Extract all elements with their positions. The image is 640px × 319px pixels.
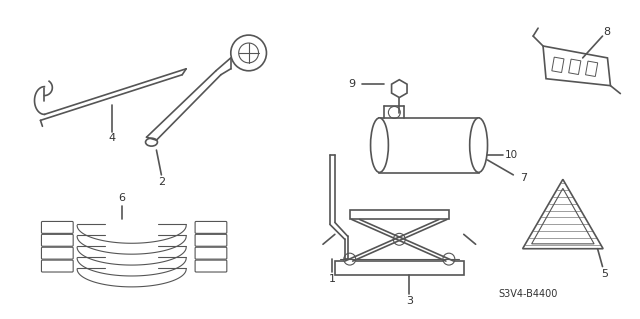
Text: 4: 4: [108, 133, 115, 143]
Text: 1: 1: [328, 274, 335, 284]
Text: 9: 9: [348, 79, 355, 89]
FancyBboxPatch shape: [195, 221, 227, 234]
FancyBboxPatch shape: [195, 247, 227, 259]
Bar: [380, 118, 479, 173]
FancyBboxPatch shape: [195, 234, 227, 246]
Ellipse shape: [470, 118, 488, 172]
Text: 6: 6: [118, 193, 125, 203]
Bar: [335, 261, 464, 275]
Text: S3V4-B4400: S3V4-B4400: [499, 289, 558, 299]
Circle shape: [344, 253, 356, 265]
Text: 3: 3: [406, 296, 413, 306]
FancyBboxPatch shape: [42, 247, 73, 259]
Circle shape: [443, 253, 455, 265]
Text: 8: 8: [603, 27, 610, 37]
Circle shape: [394, 234, 405, 245]
FancyBboxPatch shape: [42, 221, 73, 234]
FancyBboxPatch shape: [42, 260, 73, 272]
FancyBboxPatch shape: [195, 260, 227, 272]
Text: 10: 10: [505, 150, 518, 160]
Text: 7: 7: [520, 173, 527, 183]
FancyBboxPatch shape: [42, 234, 73, 246]
Ellipse shape: [371, 118, 388, 172]
Text: 2: 2: [158, 177, 165, 187]
Bar: [569, 59, 581, 75]
Text: 5: 5: [601, 270, 608, 279]
Bar: [552, 57, 564, 72]
Bar: [586, 61, 598, 77]
Bar: [349, 210, 449, 219]
